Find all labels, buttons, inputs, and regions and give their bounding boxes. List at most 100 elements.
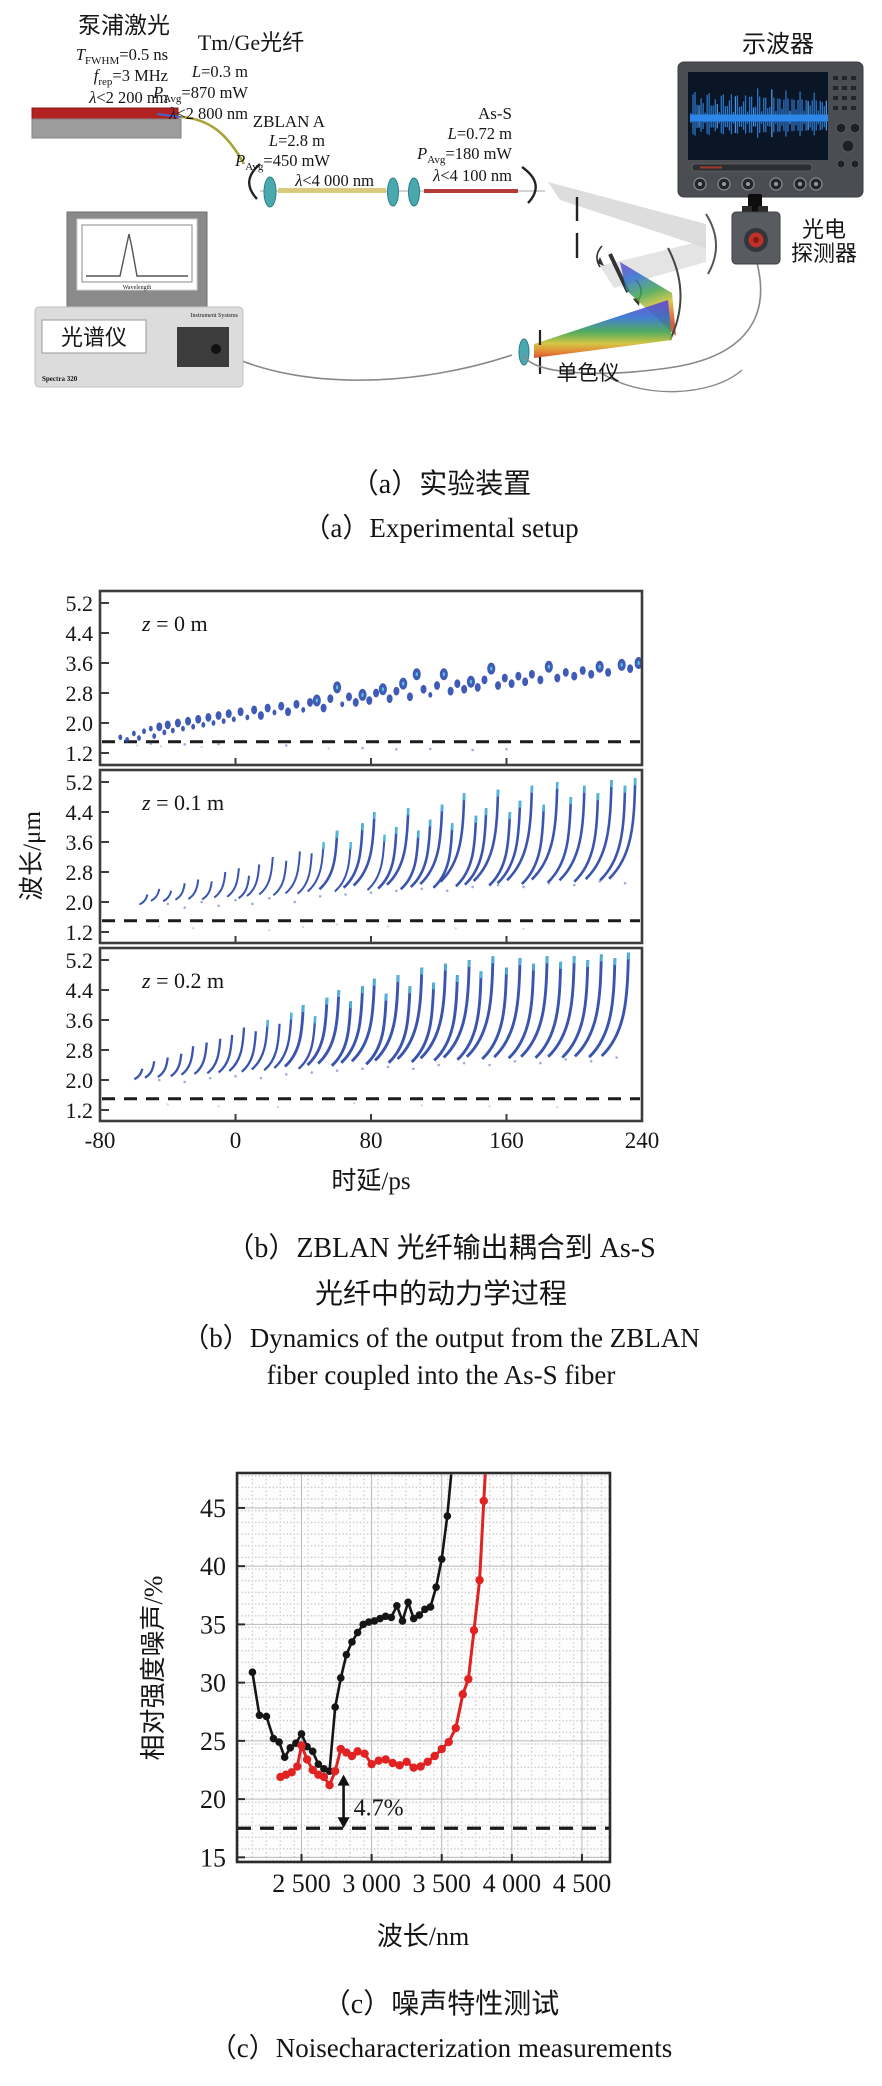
svg-text:TFWHM=0.5 ns: TFWHM=0.5 ns [76,45,168,67]
b-x-tick-label: -80 [85,1128,116,1153]
svg-text:λ<4 100 nm: λ<4 100 nm [432,166,512,185]
oscilloscope-label: 示波器 [742,31,814,58]
b-x-tick-label: 80 [360,1128,383,1153]
zblan-fiber-labels: ZBLAN A L=2.8 m PAvg=450 mW λ<4 000 nm [234,112,374,190]
detector-cable [523,262,762,375]
mirror-icon [248,163,261,200]
svg-text:L=2.8 m: L=2.8 m [268,131,325,150]
dynamics-panels-chart: 5.2 4.4 3.6 2.8 2.0 1.2 z = 0 m 5.2 4.4 3.6 2.8 2.0… [18,589,660,1195]
svg-text:λ<2 800 nm: λ<2 800 nm [168,104,248,123]
mirror-icon [521,166,537,204]
c-x-tick-label: 2 500 [272,1869,331,1898]
svg-text:PAvg=450 mW: PAvg=450 mW [234,151,330,173]
oscilloscope [677,61,864,220]
lens-icon [387,177,399,207]
spectrometer-brand: Instrument Systems [191,313,239,319]
c-y-tick-label: 25 [200,1727,226,1756]
c-y-axis-title: 相对强度噪声/% [139,1576,168,1761]
monochromator-label: 单色仪 [557,361,620,385]
b-y-tick-label: 4.4 [66,621,94,646]
c-x-axis-title: 波长/nm [377,1922,469,1951]
b-y-tick-label: 3.6 [66,830,94,855]
b-y-tick-label: 2.8 [66,860,94,885]
c-x-tick-label: 4 000 [483,1869,542,1898]
pump-laser-module [31,107,182,139]
pump-laser-labels: 泵浦激光 TFWHM=0.5 ns frep=3 MHz λ<2 200 nm [76,13,170,107]
b-y-tick-label: 2.8 [66,1038,94,1063]
b-y-tick-label: 4.4 [66,800,94,825]
spectrum-trace [86,233,188,277]
c-y-tick-label: 15 [200,1843,226,1872]
b-y-tick-label: 1.2 [66,920,94,945]
panel-z-label: z = 0.1 m [141,790,224,815]
as-s-beam [424,189,518,193]
zblan-beam [278,188,386,193]
annotation-4-7-percent: 4.7% [337,1774,404,1829]
panel-z-label: z = 0.2 m [141,968,224,993]
svg-text:λ<2 200 nm: λ<2 200 nm [88,88,168,107]
photodetector [731,206,781,265]
b-y-tick-label: 3.6 [66,651,94,676]
lens-icon [408,177,420,207]
lens-icon [263,176,277,208]
monitor-axis-label: Wavelength [123,285,152,291]
svg-text:PAvg=870 mW: PAvg=870 mW [152,83,248,105]
c-y-tick-label: 35 [200,1610,226,1639]
spectrogram-panel: 5.2 4.4 3.6 2.8 2.0 1.2 z = 0 m [66,589,644,767]
tm-ge-fiber-curve [180,115,246,165]
svg-text:frep=3 MHz: frep=3 MHz [94,66,168,88]
c-y-tick-label: 30 [200,1669,226,1698]
pump-laser-title: 泵浦激光 [78,13,170,38]
b-y-tick-label: 2.0 [66,1068,94,1093]
spectrogram-panel: 5.2 4.4 3.6 2.8 2.0 1.2 z = 0.2 m [66,946,644,1123]
b-y-tick-label: 5.2 [66,770,94,795]
caption-b-en-1: （b）Dynamics of the output from the ZBLAN [182,1323,700,1353]
c-x-tick-label: 4 500 [553,1869,612,1898]
caption-b-zh-1: （b）ZBLAN 光纤输出耦合到 As-S [226,1233,656,1264]
svg-text:PAvg=180 mW: PAvg=180 mW [416,144,512,166]
spectrogram-panel: 5.2 4.4 3.6 2.8 2.0 1.2 z = 0.1 m [66,768,644,945]
monitor: Wavelength [66,211,208,308]
b-x-tick-label: 0 [230,1128,242,1153]
noise-chart: 4.7% 15 20 25 30 35 40 45 2 500 3 000 3 500 4 000 4 … [139,1471,612,1951]
panel-z-label: z = 0 m [141,611,208,636]
b-x-tick-label: 160 [489,1128,524,1153]
c-x-tick-label: 3 000 [342,1869,401,1898]
spectrometer-label: 光谱仪 [61,325,127,350]
svg-text:λ<4 000 nm: λ<4 000 nm [294,171,374,190]
b-y-axis-title: 波长/μm [18,811,46,901]
b-x-tick-label: 240 [625,1128,660,1153]
spectrometer-model: Spectra 320 [42,375,78,383]
b-y-tick-label: 5.2 [66,948,94,973]
caption-b-zh-2: 光纤中的动力学过程 [314,1279,567,1310]
caption-c-zh: （c）噪声特性测试 [322,1989,560,2020]
c-y-tick-label: 40 [200,1552,226,1581]
b-y-tick-label: 2.8 [66,681,94,706]
zblan-title: ZBLAN A [253,112,326,131]
b-y-tick-label: 2.0 [66,890,94,915]
svg-text:L=0.72 m: L=0.72 m [447,124,512,143]
photodetector-label: 光电 [802,217,846,242]
monochromator [518,182,717,374]
spectrometer-cable [221,351,513,381]
tm-ge-fiber-labels: Tm/Ge光纤 L=0.3 m PAvg=870 mW λ<2 800 nm [152,30,304,123]
b-y-tick-label: 4.4 [66,978,94,1003]
caption-a-zh: （a）实验装置 [350,469,532,500]
b-y-tick-label: 2.0 [66,711,94,736]
b-y-tick-label: 5.2 [66,591,94,616]
series-red_curve [276,1474,488,1790]
b-y-tick-label: 3.6 [66,1008,94,1033]
as-s-fiber-labels: As-S L=0.72 m PAvg=180 mW λ<4 100 nm [416,104,512,185]
photodetector-label: 探测器 [791,241,857,266]
caption-a-en: （a）Experimental setup [303,513,579,543]
b-x-axis-title: 时延/ps [331,1167,410,1195]
b-y-tick-label: 1.2 [66,741,94,766]
c-y-tick-label: 20 [200,1785,226,1814]
tm-ge-title: Tm/Ge光纤 [198,30,304,55]
grating-icon [608,253,630,293]
focusing-mirror-icon [667,247,682,341]
dispersed-beam [534,300,672,358]
c-y-tick-label: 45 [200,1494,226,1523]
series-black_curve [248,1474,453,1775]
